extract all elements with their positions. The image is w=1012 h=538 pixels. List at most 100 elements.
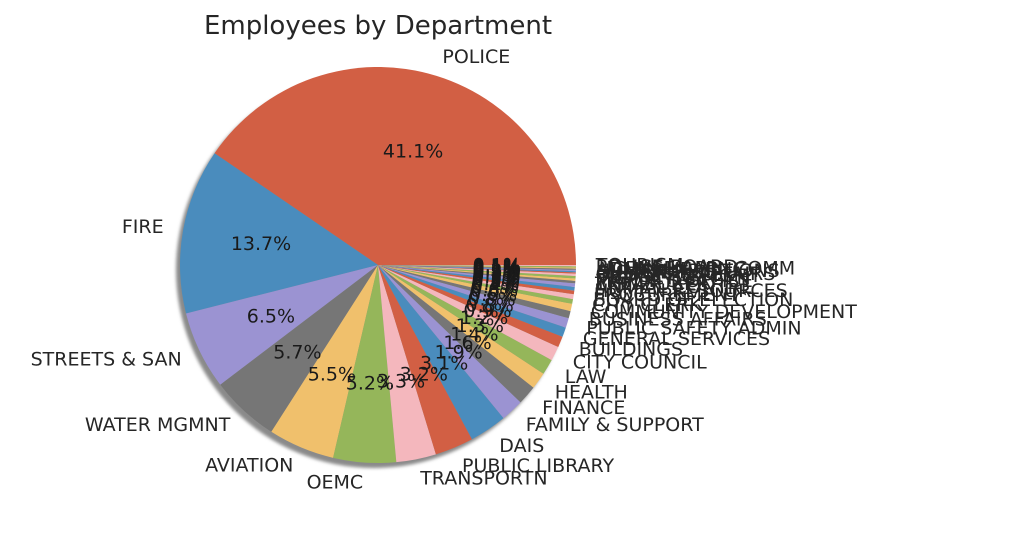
pct-label-budget-mgmt: 0.2% <box>473 260 521 282</box>
pct-label-fire: 13.7% <box>231 233 291 255</box>
pie-slice-mayor-s-office <box>378 265 576 281</box>
pct-label-general-services: 0.8% <box>466 294 514 316</box>
category-label-water-mgmnt: WATER MGMNT <box>85 414 231 436</box>
pct-label-buildings: 0.9% <box>463 300 511 322</box>
pie-slice-law <box>378 265 552 374</box>
category-label-family-support: FAMILY & SUPPORT <box>526 414 704 436</box>
pie-slice-city-council <box>378 265 559 361</box>
pct-label-tourism: 0.1% <box>473 254 521 276</box>
pct-label-cultural-affairs: 0.1% <box>473 259 521 281</box>
category-label-cultural-affairs: CULTURAL AFFAIRS <box>596 263 776 285</box>
pie-slice-finance <box>378 265 534 403</box>
category-label-public-library: PUBLIC LIBRARY <box>462 455 615 477</box>
pie-slice-public-safety-admin <box>378 265 569 328</box>
pct-label-admin-hearng: 0.1% <box>473 257 521 279</box>
pie-slice-health <box>378 265 544 388</box>
pie-slice-transportn <box>378 265 436 463</box>
pct-label-aviation: 5.5% <box>308 364 356 386</box>
pct-label-city-clerk: 0.4% <box>471 276 519 298</box>
pct-label-public-library: 3.2% <box>400 364 448 386</box>
category-label-admin-hearng: ADMIN HEARNG <box>596 259 747 281</box>
percentage-labels: 41.1%13.7%6.5%5.7%5.5%5.2%3.3%3.2%3.1%1.… <box>231 141 521 395</box>
pie-slice-general-services <box>378 265 566 337</box>
category-label-police-board: POLICE BOARD <box>596 256 738 278</box>
pct-label-dais: 3.1% <box>420 353 468 375</box>
pct-label-finance: 1.6% <box>443 332 491 354</box>
pct-label-human-relations: 0.1% <box>473 257 521 279</box>
category-label-aviation: AVIATION <box>205 455 293 477</box>
category-label-procurement: PROCUREMENT <box>594 284 741 306</box>
pie-slice-police <box>214 66 576 265</box>
pie-slice-aviation <box>271 265 378 458</box>
category-label-law: LAW <box>565 366 607 388</box>
category-label-board-of-election: BOARD OF ELECTION <box>593 289 793 311</box>
category-label-buildings: BUILDINGS <box>579 339 683 361</box>
category-label-treasurer: TREASURER <box>594 273 709 295</box>
pie-slice-animal-contrl <box>378 265 576 287</box>
pie-slice-tourism <box>378 265 577 267</box>
pie-slice-cultural-affairs <box>378 265 576 274</box>
pie-slice-business-affairs <box>378 265 571 319</box>
pct-label-inspector-gen: 0.2% <box>472 261 520 283</box>
category-label-fire: FIRE <box>122 216 164 238</box>
pct-label-water-mgmnt: 5.7% <box>273 341 321 363</box>
category-label-mayor-s-office: MAYOR'S OFFICE <box>595 270 753 292</box>
pie-slice-police-board <box>378 265 576 268</box>
category-label-business-affairs: BUSINESS AFFAIRS <box>589 309 767 331</box>
pie-slice-inspector-gen <box>378 265 576 279</box>
category-label-human-resources: HUMAN RESOURCES <box>594 280 788 302</box>
category-label-oemc: OEMC <box>307 471 364 493</box>
pct-label-mayor-s-office: 0.2% <box>472 263 520 285</box>
pct-label-license-appl-comm: 0.1% <box>473 256 521 278</box>
pie-slice-public-library <box>378 265 473 455</box>
category-label-transportn: TRANSPORTN <box>419 468 547 490</box>
pie-slice-disabilities <box>378 265 576 273</box>
category-label-animal-contrl: ANIMAL CONTRL <box>595 276 752 298</box>
pie-slice-streets-san <box>186 265 378 385</box>
pie-slice-license-appl-comm <box>378 265 576 269</box>
pct-label-police: 41.1% <box>383 141 443 163</box>
pct-label-police-board: 0.1% <box>473 255 521 277</box>
pie-slice-dais <box>378 265 504 440</box>
category-label-public-safety-admin: PUBLIC SAFETY ADMIN <box>586 318 801 340</box>
pct-label-animal-contrl: 0.3% <box>472 266 520 288</box>
category-label-streets-san: STREETS & SAN <box>31 348 182 370</box>
category-label-finance: FINANCE <box>542 397 625 419</box>
pie-slice-city-clerk <box>378 265 574 304</box>
pie-slice-fire <box>180 153 378 314</box>
pct-label-board-of-election: 0.4% <box>471 273 519 295</box>
pie-slice-human-resources <box>378 265 575 291</box>
category-label-city-clerk: CITY CLERK <box>592 294 702 316</box>
pct-label-treasurer: 0.2% <box>472 264 520 286</box>
category-label-city-council: CITY COUNCIL <box>573 351 707 373</box>
pie-slices <box>180 66 577 464</box>
pie-slice-buildings <box>378 265 563 347</box>
pct-label-family-support: 1.9% <box>434 341 482 363</box>
pie-slice-treasurer <box>378 265 576 284</box>
category-label-budget-mgmt: BUDGET & MGMT <box>596 265 762 287</box>
category-label-inspector-gen: INSPECTOR GEN <box>595 268 750 290</box>
pie-slice-procurement <box>378 265 575 295</box>
pie-slice-oemc <box>333 265 397 464</box>
pct-label-procurement: 0.3% <box>472 271 520 293</box>
pct-label-public-safety-admin: 0.8% <box>467 289 515 311</box>
category-labels: POLICE FIRE STREETS & SAN WATER MGMNT AVIATI… <box>31 46 858 493</box>
category-label-health: HEALTH <box>555 381 628 403</box>
pie-slice-water-mgmnt <box>220 265 378 432</box>
pie-slice-admin-hearng <box>378 265 576 270</box>
pct-label-law: 1.3% <box>456 315 504 337</box>
chart-title: Employees by Department <box>204 11 552 41</box>
pct-label-transportn: 3.3% <box>377 371 425 393</box>
pie-slice-board-of-election <box>378 265 574 300</box>
category-label-human-relations: HUMAN RELATIONS <box>596 260 780 282</box>
pie-slice-human-relations <box>378 265 576 272</box>
pie-slice-community-development <box>378 265 573 312</box>
pct-label-disabilities: 0.1% <box>473 258 521 280</box>
category-label-police: POLICE <box>442 46 510 68</box>
pct-label-city-council: 1.2% <box>460 307 508 329</box>
pct-label-oemc: 5.2% <box>346 373 394 395</box>
category-label-disabilities: DISABILITIES <box>596 261 718 283</box>
category-label-tourism: TOURISM <box>595 255 684 277</box>
pie-slice-family-support <box>378 265 521 419</box>
